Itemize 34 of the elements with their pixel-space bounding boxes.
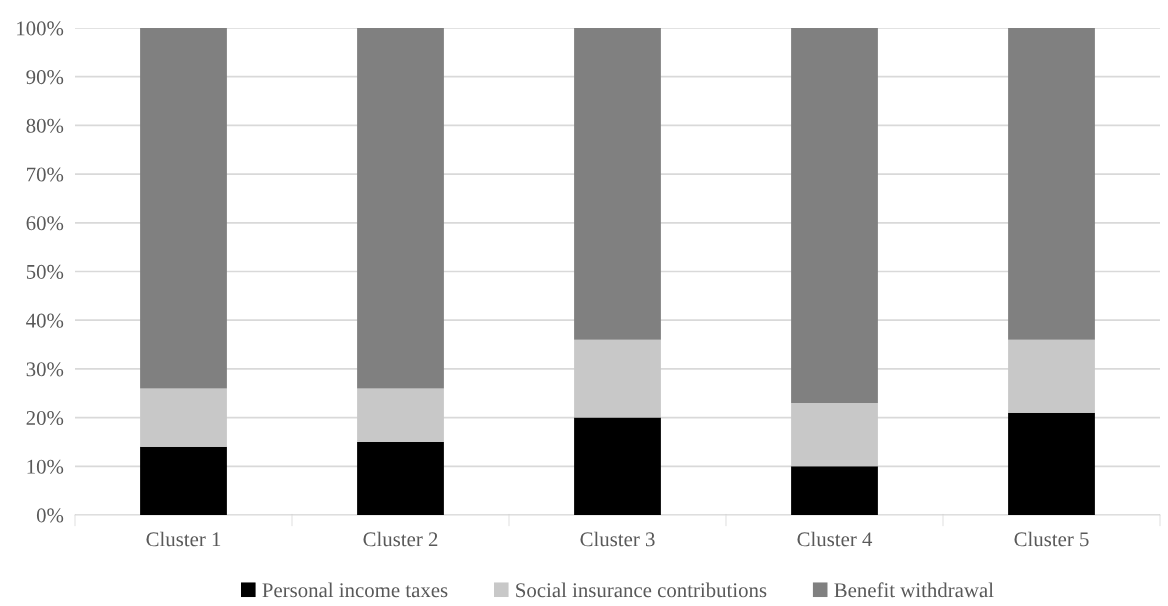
bar [1008,28,1095,340]
y-tick-label: 70% [27,167,64,182]
legend-label: Personal income taxes [262,582,448,598]
bar [1008,412,1095,515]
bar [791,466,878,515]
x-tick-label: Cluster 4 [797,531,873,547]
bar [574,417,661,515]
x-tick-label: Cluster 3 [580,531,655,547]
bar [140,388,227,447]
bar [1008,339,1095,413]
y-tick-label: 100% [17,21,64,36]
y-tick-label: 60% [26,216,64,231]
legend-label: Benefit withdrawal [834,582,994,598]
y-tick-label: 80% [26,118,64,133]
y-tick-label: 30% [26,362,64,377]
x-tick-label: Cluster 2 [363,531,438,547]
bar [574,28,661,340]
bar [574,339,661,418]
x-tick-label: Cluster 1 [146,531,221,547]
bar [791,28,878,403]
y-tick-label: 20% [26,410,64,426]
y-tick-label: 90% [26,70,64,85]
y-tick-label: 50% [26,264,64,279]
legend-label: Social insurance contributions [516,582,767,598]
bar [140,446,227,515]
y-tick-label: 10% [27,459,64,474]
x-tick-label: Cluster 5 [1014,531,1089,547]
y-tick-label: 0% [36,508,64,523]
bar [791,402,878,467]
bar [140,28,227,389]
y-tick-label: 40% [26,313,64,328]
bar [357,441,444,515]
bar [357,388,444,442]
bar [357,28,444,389]
